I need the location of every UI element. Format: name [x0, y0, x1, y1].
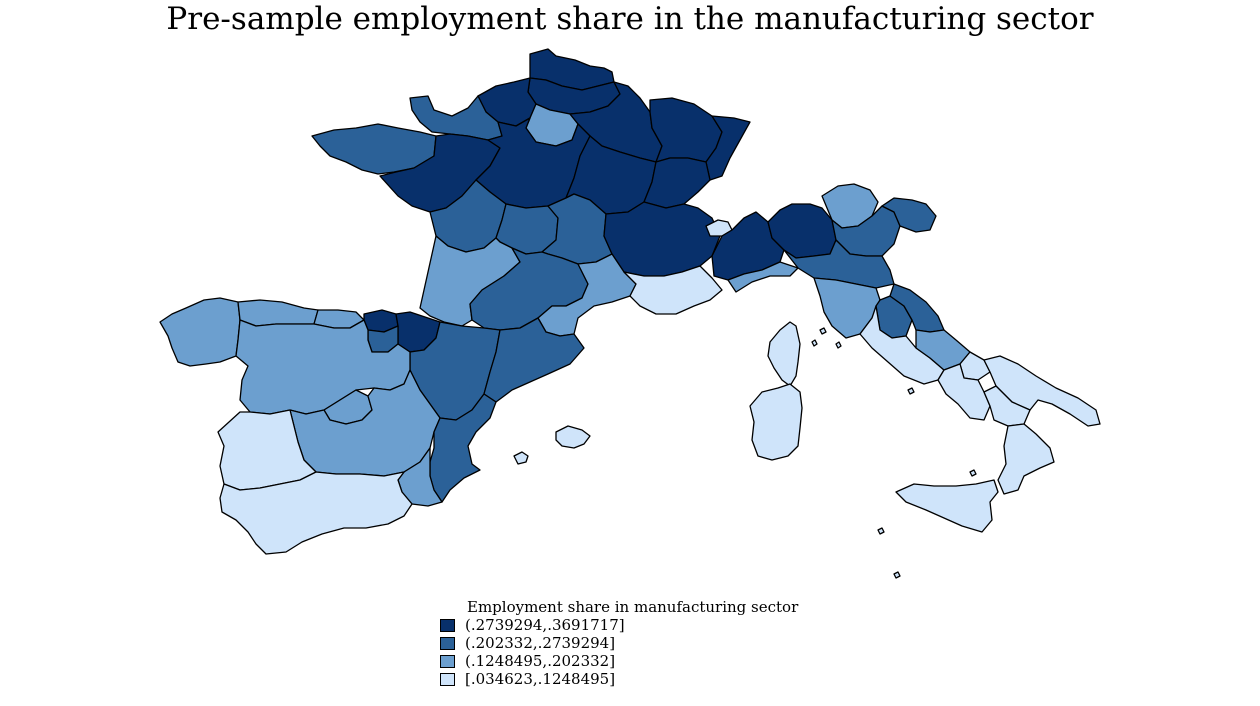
- legend-label: (.202332,.2739294]: [465, 634, 616, 652]
- region-es-andalucia: [219, 471, 413, 555]
- legend-label: (.1248495,.202332]: [465, 652, 616, 670]
- small-island: [893, 571, 901, 579]
- legend-title: Employment share in manufacturing sector: [467, 598, 799, 616]
- region-it-calabria: [997, 423, 1055, 495]
- legend-item: (.2739294,.3691717]: [440, 616, 798, 634]
- region-es-cataluna: [483, 317, 585, 403]
- region-fr-franche-comte: [643, 157, 711, 209]
- region-it-liguria: [727, 261, 799, 293]
- region-it-campania: [937, 363, 991, 421]
- region-es-illes-balears: [555, 425, 591, 449]
- legend-swatch: [440, 654, 455, 668]
- region-fr-paca: [623, 265, 723, 315]
- region-fr-languedoc-roussillon: [537, 253, 637, 337]
- region-fr-corse: [767, 321, 801, 387]
- region-es-galicia: [159, 297, 241, 367]
- legend-item: (.202332,.2739294]: [440, 634, 798, 652]
- small-island: [835, 341, 842, 349]
- region-es-asturias: [237, 299, 319, 327]
- small-island: [907, 387, 915, 395]
- region-fr-rhone-alpes: [603, 201, 721, 277]
- region-fr-alsace: [705, 115, 751, 181]
- region-fr-lorraine: [649, 97, 723, 163]
- region-it-friuli-venezia-giulia: [881, 197, 937, 233]
- legend-item: (.1248495,.202332]: [440, 652, 798, 670]
- region-es-comunidad-valenciana: [429, 393, 497, 503]
- region-it-sicilia: [895, 479, 999, 533]
- small-island: [969, 469, 977, 477]
- legend-swatch: [440, 636, 455, 650]
- small-island: [877, 527, 885, 535]
- legend-swatch: [440, 618, 455, 632]
- region-it-sardegna: [749, 383, 803, 461]
- legend-swatch: [440, 672, 455, 686]
- region-es-illes-balears-ibiza: [513, 451, 529, 465]
- legend-label: [.034623,.1248495]: [465, 670, 616, 688]
- small-island: [811, 339, 818, 347]
- small-island: [819, 327, 827, 335]
- map-title: Pre-sample employment share in the manuf…: [166, 1, 1094, 37]
- map-legend: Employment share in manufacturing sector…: [440, 598, 798, 688]
- legend-item: [.034623,.1248495]: [440, 670, 798, 688]
- legend-label: (.2739294,.3691717]: [465, 616, 625, 634]
